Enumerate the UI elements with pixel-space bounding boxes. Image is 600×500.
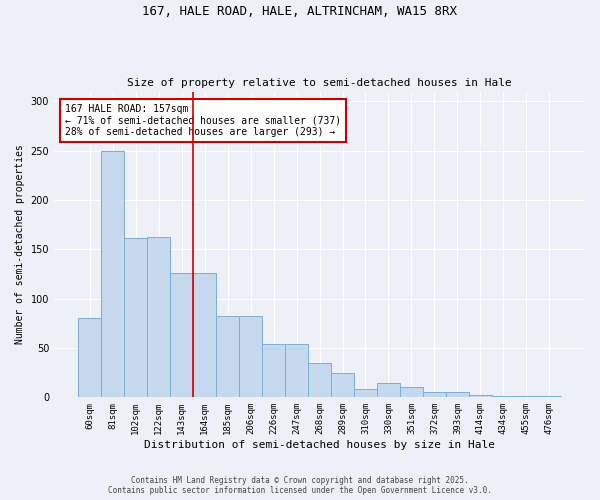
Bar (469, 396, 492, 398)
Title: Size of property relative to semi-detached houses in Hale: Size of property relative to semi-detach… (127, 78, 512, 88)
Bar (423, 392, 446, 398)
Text: 167, HALE ROAD, HALE, ALTRINCHAM, WA15 8RX: 167, HALE ROAD, HALE, ALTRINCHAM, WA15 8… (143, 5, 458, 18)
Bar (170, 273, 193, 398)
Bar (78, 318, 101, 398)
Bar (377, 382, 400, 398)
X-axis label: Distribution of semi-detached houses by size in Hale: Distribution of semi-detached houses by … (144, 440, 495, 450)
Bar (331, 372, 354, 398)
Bar (147, 236, 170, 398)
Bar (515, 396, 538, 398)
Y-axis label: Number of semi-detached properties: Number of semi-detached properties (15, 144, 25, 344)
Bar (124, 238, 147, 398)
Text: Contains HM Land Registry data © Crown copyright and database right 2025.
Contai: Contains HM Land Registry data © Crown c… (108, 476, 492, 495)
Bar (354, 390, 377, 398)
Bar (400, 388, 423, 398)
Bar (285, 344, 308, 398)
Bar (538, 396, 561, 398)
Bar (193, 273, 216, 398)
Bar (216, 316, 239, 398)
Bar (262, 344, 285, 398)
Bar (492, 396, 515, 398)
Bar (308, 363, 331, 398)
Bar (239, 316, 262, 398)
Bar (446, 392, 469, 398)
Text: 167 HALE ROAD: 157sqm
← 71% of semi-detached houses are smaller (737)
28% of sem: 167 HALE ROAD: 157sqm ← 71% of semi-deta… (65, 104, 341, 137)
Bar (101, 150, 124, 398)
